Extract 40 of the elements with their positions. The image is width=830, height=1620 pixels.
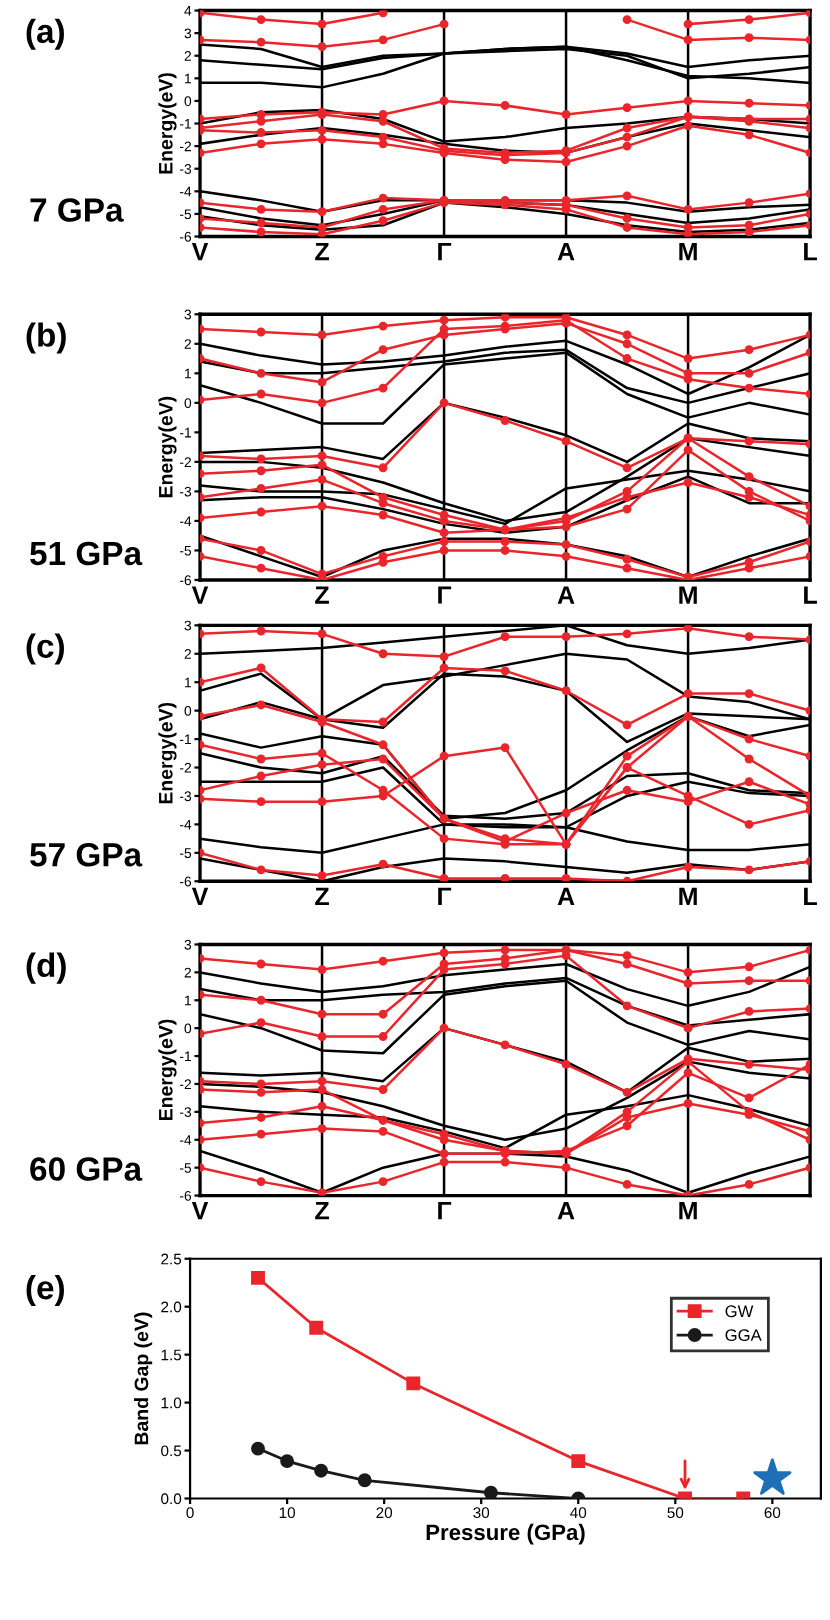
text: (a) xyxy=(26,18,64,50)
x-tick-label: Γ xyxy=(438,242,452,261)
x-tick-label: Z xyxy=(315,242,329,261)
x-tick-label: M xyxy=(679,242,697,261)
x-tick-label: A xyxy=(557,586,575,604)
x-tick-label: Z xyxy=(315,586,329,604)
x-tick-label: M xyxy=(679,887,697,905)
legend-label: GGA xyxy=(725,1329,762,1342)
x-tick-label: V xyxy=(191,242,209,261)
x-tick-label: V xyxy=(191,1202,209,1220)
x-tick-label: Z xyxy=(315,1202,329,1220)
text: 57 GPa xyxy=(30,842,143,867)
x-tick-label: M xyxy=(679,1202,697,1220)
y-axis-title: Energy(eV) xyxy=(158,1019,177,1121)
text: 51 GPa xyxy=(30,541,143,566)
text: (b) xyxy=(26,322,66,354)
text: (e) xyxy=(26,1274,64,1307)
x-tick-label: Z xyxy=(315,887,329,905)
text: (d) xyxy=(26,952,66,984)
x-axis-title: Pressure (GPa) xyxy=(426,1523,585,1545)
x-tick-label: Γ xyxy=(438,1202,452,1220)
x-tick-label: V xyxy=(191,887,209,905)
x-tick-label: M xyxy=(679,586,697,604)
y-axis-title: Energy(eV) xyxy=(158,396,177,498)
x-tick-label: V xyxy=(191,586,209,604)
x-tick-label: Γ xyxy=(438,887,452,905)
x-tick-label: A xyxy=(557,1202,575,1220)
y-axis-title: Band Gap (eV) xyxy=(134,1312,153,1445)
x-tick-label: A xyxy=(557,242,575,261)
x-tick-label: L xyxy=(804,887,817,905)
x-tick-label: A xyxy=(557,887,575,905)
x-tick-label: L xyxy=(804,586,817,604)
x-tick-label: Γ xyxy=(438,586,452,604)
y-axis-title: Energy(eV) xyxy=(158,73,177,174)
text: 7 GPa xyxy=(30,198,124,222)
legend-label: GW xyxy=(725,1305,754,1318)
y-axis-title: Energy(eV) xyxy=(158,702,177,804)
x-tick-label: L xyxy=(804,242,817,261)
text: (c) xyxy=(26,633,64,665)
text: 60 GPa xyxy=(30,1157,143,1181)
